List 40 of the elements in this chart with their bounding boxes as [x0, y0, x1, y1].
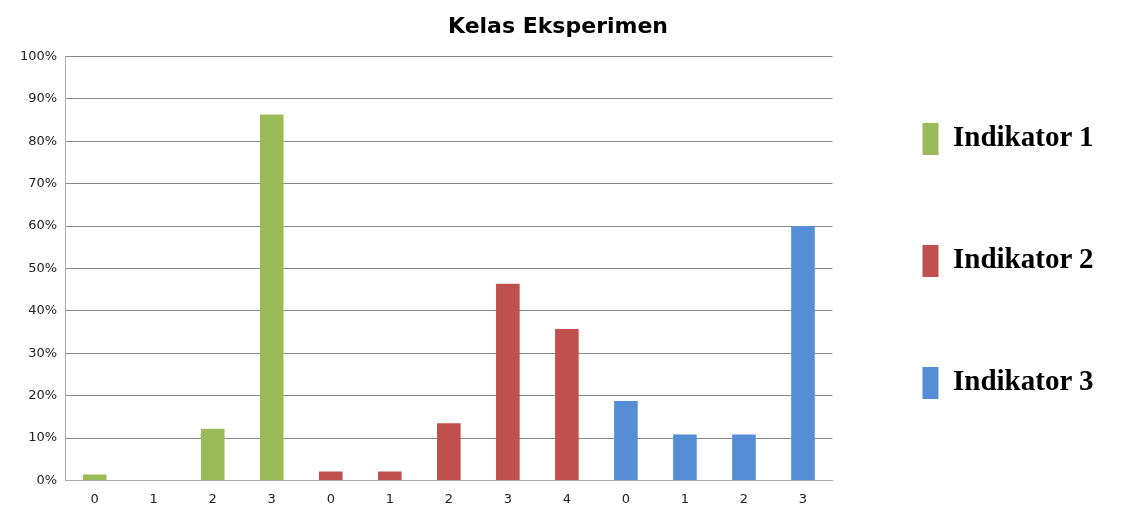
bar — [555, 329, 579, 480]
x-tick-label: 3 — [503, 490, 512, 506]
bar — [378, 471, 402, 480]
y-tick-label: 70% — [28, 174, 58, 190]
x-tick-label: 3 — [267, 490, 276, 506]
x-tick-label: 3 — [798, 490, 808, 506]
x-tick-label: 1 — [385, 490, 394, 506]
y-tick-label: 100% — [19, 47, 58, 63]
bar — [259, 114, 284, 480]
x-tick-label: 1 — [149, 490, 158, 506]
x-tick-label: 2 — [444, 490, 453, 506]
x-tick-label: 2 — [739, 490, 749, 506]
x-tick-label: 0 — [621, 490, 631, 506]
bar — [318, 471, 343, 480]
y-tick-label: 40% — [28, 302, 58, 318]
x-tick-label: 4 — [562, 490, 572, 506]
x-tick-label: 1 — [680, 490, 690, 506]
bar — [791, 226, 815, 480]
x-tick-label: 0 — [90, 490, 99, 506]
y-tick-label: 80% — [28, 132, 58, 148]
bar — [673, 434, 697, 480]
y-tick-label: 50% — [28, 259, 58, 275]
bar — [614, 401, 638, 480]
chart-title: Kelas Eksperimen — [447, 12, 669, 38]
y-tick-label: 10% — [28, 429, 58, 445]
bar — [200, 428, 225, 480]
x-tick-label: 2 — [208, 490, 217, 506]
legend-label: Indikator 3 — [952, 364, 1094, 397]
legend-label: Indikator 2 — [952, 242, 1094, 275]
y-tick-label: 0% — [36, 471, 58, 487]
legend-label: Indikator 1 — [952, 120, 1094, 153]
y-tick-label: 30% — [28, 344, 58, 360]
y-tick-label: 60% — [28, 217, 58, 233]
bar — [437, 423, 461, 480]
y-tick-label: 90% — [28, 90, 58, 106]
bar — [732, 434, 756, 480]
bar — [496, 283, 520, 480]
bar — [82, 474, 107, 480]
x-tick-label: 0 — [326, 490, 335, 506]
y-tick-label: 20% — [28, 386, 58, 402]
